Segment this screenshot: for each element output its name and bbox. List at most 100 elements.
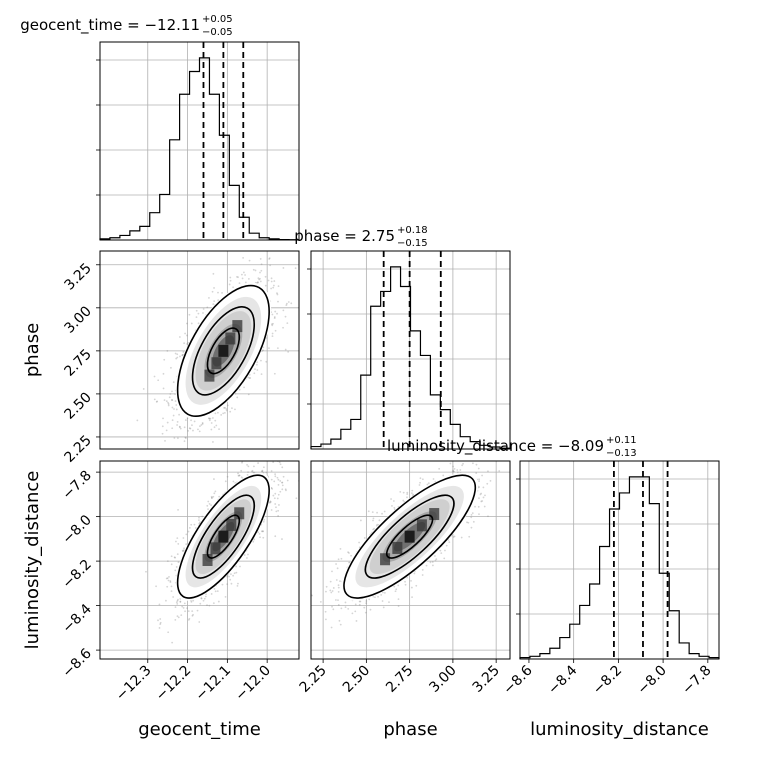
scatter-point: [220, 414, 223, 416]
scatter-point: [273, 317, 276, 319]
scatter-point: [287, 301, 290, 303]
scatter-point: [376, 511, 378, 514]
scatter-point: [213, 492, 216, 495]
scatter-point: [208, 604, 211, 607]
scatter-point: [212, 272, 215, 275]
scatter-point: [365, 600, 368, 602]
scatter-point: [478, 480, 480, 482]
scatter-point: [236, 585, 239, 587]
scatter-point: [282, 475, 285, 478]
scatter-point: [237, 582, 239, 585]
scatter-point: [462, 462, 464, 465]
scatter-point: [203, 597, 206, 600]
scatter-point: [170, 555, 173, 558]
scatter-point: [330, 626, 333, 629]
scatter-point: [286, 479, 289, 482]
scatter-point: [225, 409, 228, 412]
scatter-point: [271, 335, 274, 337]
scatter-point: [329, 580, 332, 583]
scatter-point: [164, 439, 166, 442]
scatter-point: [252, 471, 255, 474]
scatter-point: [272, 322, 274, 325]
scatter-point: [410, 579, 412, 582]
scatter-point: [197, 428, 199, 431]
scatter-point: [176, 437, 179, 440]
scatter-point: [192, 613, 194, 616]
scatter-point: [236, 396, 239, 399]
scatter-point: [238, 282, 241, 285]
scatter-point: [270, 478, 273, 481]
scatter-point: [235, 565, 237, 568]
scatter-point: [190, 523, 193, 526]
scatter-point: [202, 308, 205, 310]
scatter-point: [213, 287, 215, 289]
scatter-point: [377, 595, 379, 598]
scatter-point: [171, 399, 173, 401]
scatter-point: [184, 419, 187, 421]
scatter-point: [226, 575, 229, 578]
scatter-point: [259, 277, 261, 280]
scatter-point: [240, 469, 243, 472]
scatter-point: [467, 521, 470, 524]
scatter-point: [281, 488, 284, 491]
scatter-point: [175, 601, 178, 604]
scatter-point: [311, 594, 313, 597]
scatter-point: [179, 427, 182, 430]
scatter-point: [254, 368, 256, 371]
scatter-point: [170, 366, 172, 369]
scatter-point: [157, 619, 159, 622]
scatter-point: [194, 527, 197, 529]
scatter-point: [382, 606, 385, 609]
scatter-point: [371, 511, 374, 513]
scatter-point: [158, 603, 161, 606]
scatter-point: [197, 322, 200, 325]
scatter-point: [167, 631, 170, 634]
scatter-point: [159, 618, 162, 620]
scatter-point: [272, 284, 275, 287]
scatter-point: [195, 316, 198, 318]
scatter-point: [274, 535, 277, 538]
scatter-point: [281, 466, 284, 469]
scatter-point: [156, 400, 159, 403]
scatter-point: [402, 491, 405, 494]
scatter-point: [168, 575, 170, 578]
scatter-point: [276, 497, 279, 500]
scatter-point: [290, 302, 293, 305]
scatter-point: [184, 610, 186, 613]
scatter-point: [246, 463, 248, 466]
scatter-point: [229, 573, 232, 576]
scatter-point: [244, 274, 246, 276]
scatter-point: [174, 569, 177, 572]
scatter-point: [262, 466, 265, 469]
scatter-point: [443, 557, 446, 560]
scatter-point: [445, 544, 448, 547]
scatter-point: [475, 472, 478, 474]
scatter-point: [435, 558, 438, 561]
scatter-point: [269, 264, 272, 267]
scatter-point: [325, 585, 328, 588]
scatter-point: [212, 495, 215, 498]
scatter-point: [281, 538, 283, 540]
scatter-point: [358, 600, 361, 603]
scatter-point: [225, 408, 228, 410]
scatter-point: [231, 407, 233, 410]
scatter-point: [279, 490, 282, 493]
scatter-point: [165, 400, 168, 403]
scatter-point: [170, 590, 173, 593]
scatter-point: [277, 515, 280, 517]
scatter-point: [211, 417, 214, 419]
scatter-point: [170, 585, 173, 588]
scatter-point: [274, 473, 277, 476]
scatter-point: [336, 567, 339, 570]
scatter-point: [375, 524, 378, 527]
scatter-point: [273, 480, 276, 483]
scatter-point: [174, 352, 177, 355]
scatter-point: [243, 386, 245, 389]
scatter-point: [337, 558, 340, 561]
scatter-point: [169, 580, 172, 582]
scatter-point: [202, 312, 204, 314]
scatter-point: [181, 549, 184, 552]
scatter-point: [429, 561, 432, 564]
scatter-point: [329, 589, 332, 592]
scatter-point: [261, 530, 264, 533]
